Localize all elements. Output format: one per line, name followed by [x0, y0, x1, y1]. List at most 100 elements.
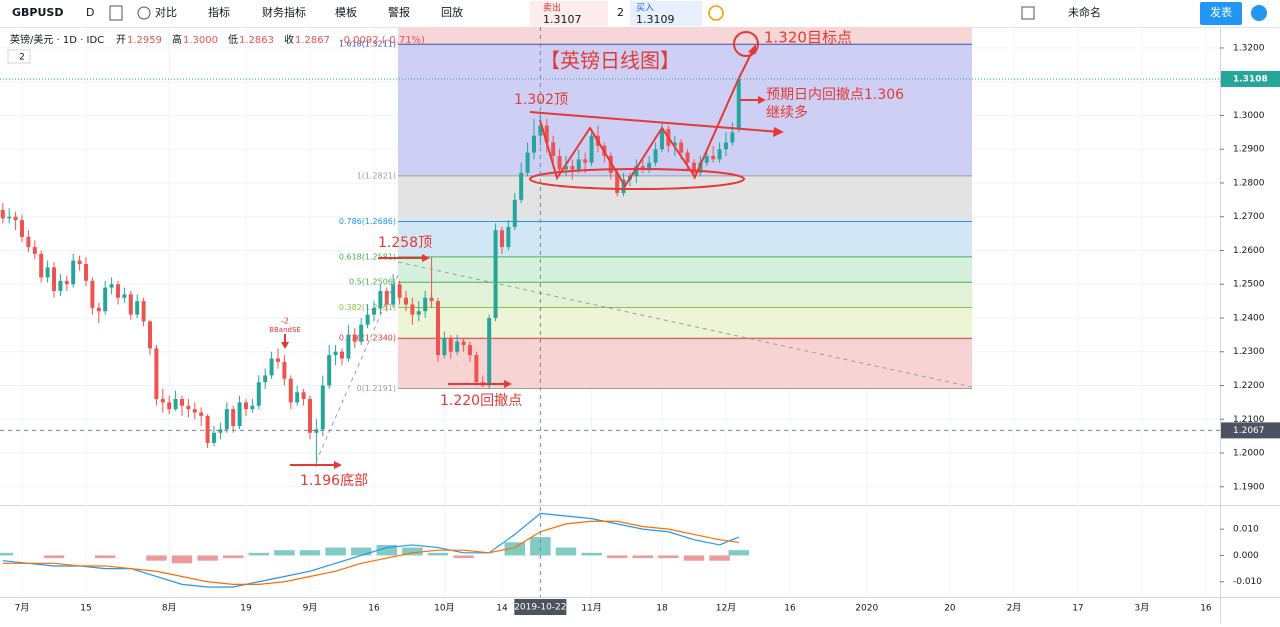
alert-icon[interactable]: [708, 5, 724, 21]
candle-body: [711, 155, 716, 160]
signal-value: -2: [281, 317, 289, 326]
x-tick-label: 14: [496, 604, 508, 614]
candle-body: [243, 402, 248, 410]
macd-histogram-bar: [606, 555, 628, 559]
candle-body: [77, 260, 82, 264]
macd-histogram-bar: [350, 547, 372, 556]
candle-body: [384, 290, 389, 305]
y-tick-label: 1.2800: [1233, 178, 1265, 188]
publish-label[interactable]: 发表: [1210, 5, 1232, 19]
fib-extension-band: [398, 27, 972, 45]
play-button[interactable]: [1251, 5, 1267, 21]
fib-band: [398, 175, 972, 222]
annotation: 1.258顶: [378, 235, 432, 251]
sell-box[interactable]: [530, 1, 608, 26]
candle-body: [640, 166, 645, 170]
chart-type-icon[interactable]: [109, 5, 123, 21]
candle-body: [519, 172, 524, 200]
candle-body: [339, 351, 344, 359]
candle-body: [180, 399, 185, 406]
x-tick-label: 12月: [716, 603, 736, 614]
support-ellipse: [529, 168, 745, 190]
y-tick-label: 1.2100: [1233, 415, 1265, 425]
layout-name[interactable]: 未命名: [1068, 5, 1101, 19]
candle-body: [160, 399, 165, 403]
candle-body: [557, 155, 562, 170]
candle-body: [45, 267, 50, 278]
sell-price[interactable]: 1.3107: [543, 13, 582, 26]
macd-histogram-bar: [427, 552, 449, 556]
buy-box[interactable]: [630, 1, 702, 26]
fib-label: 0.236(1.2340): [339, 334, 396, 343]
candle-body: [122, 294, 127, 298]
legend-title: 英镑/美元 · 1D · IDC: [10, 33, 104, 46]
candle-body: [128, 294, 133, 315]
indicator-count[interactable]: 2: [19, 53, 25, 63]
candle-body: [506, 226, 511, 248]
compare-icon[interactable]: [137, 6, 151, 20]
toolbar-button[interactable]: 对比: [155, 5, 177, 19]
candle-body: [416, 311, 421, 315]
candle-body: [736, 78, 741, 130]
y-tick-label: 1.2300: [1233, 347, 1265, 357]
legend-change: -0.0092 (-0.71%): [340, 35, 425, 46]
crosshair-date-label: 2019-10-22: [514, 603, 566, 613]
candle-body: [116, 284, 121, 298]
crosshair-price-label: 1.2067: [1233, 426, 1265, 436]
candle-body: [423, 297, 428, 312]
last-price-label: 1.3108: [1233, 74, 1268, 84]
candle-body: [282, 361, 287, 379]
candle-body: [659, 128, 664, 150]
toolbar-button[interactable]: 模板: [335, 5, 357, 19]
legend-value: 1.3000: [183, 35, 218, 46]
toolbar-button[interactable]: 财务指标: [262, 5, 306, 19]
target-arrow: [737, 47, 755, 81]
macd-histogram-bar: [376, 544, 398, 556]
sell-label[interactable]: 卖出: [543, 2, 561, 14]
y-tick-label: 1.2000: [1233, 449, 1265, 459]
candle-body: [621, 179, 626, 194]
toolbar-button[interactable]: 指标: [208, 5, 230, 19]
interval[interactable]: D: [86, 6, 94, 19]
candle-body: [378, 290, 383, 308]
candle-body: [20, 220, 25, 237]
toolbar-button[interactable]: 警报: [388, 5, 410, 19]
y-tick-label: 1.2600: [1233, 246, 1265, 256]
crosshair-price-tag: [1221, 422, 1280, 439]
buy-price[interactable]: 1.3109: [636, 13, 675, 26]
candle-body: [7, 216, 12, 219]
candle-body: [192, 409, 197, 413]
annotation: 继续多: [766, 104, 808, 121]
symbol[interactable]: GBPUSD: [12, 6, 63, 19]
fib-label: 1(1.2821): [357, 171, 396, 180]
candle-body: [391, 284, 396, 305]
candle-body: [327, 355, 332, 386]
x-tick-label: 10月: [434, 603, 454, 614]
candle-body: [218, 429, 223, 433]
candle-body: [698, 162, 703, 173]
macd-histogram-bar: [197, 555, 218, 561]
candle-body: [231, 409, 236, 427]
macd-histogram-bar: [581, 552, 602, 556]
candle-body: [487, 317, 492, 386]
fib-label: 0.618(1.2581): [339, 252, 396, 261]
candle-body: [0, 209, 5, 219]
buy-label[interactable]: 买入: [636, 3, 654, 14]
crosshair-date-tag: [514, 599, 567, 615]
y-tick-label: 1.3000: [1233, 111, 1265, 121]
candle-body: [397, 284, 402, 298]
macd-histogram-bar: [299, 550, 321, 556]
candle-body: [186, 405, 191, 410]
x-tick-label: 9月: [303, 603, 318, 614]
candle-body: [250, 405, 255, 410]
fib-band: [398, 221, 972, 257]
indicator-toggle[interactable]: [7, 49, 31, 64]
publish-button[interactable]: [1200, 2, 1242, 25]
candle-body: [71, 260, 76, 285]
checkbox[interactable]: [1021, 6, 1035, 20]
toolbar-button[interactable]: 回放: [441, 5, 463, 19]
spread: 2: [617, 6, 624, 19]
candle-body: [346, 334, 351, 359]
x-tick-label: 18: [656, 604, 668, 614]
